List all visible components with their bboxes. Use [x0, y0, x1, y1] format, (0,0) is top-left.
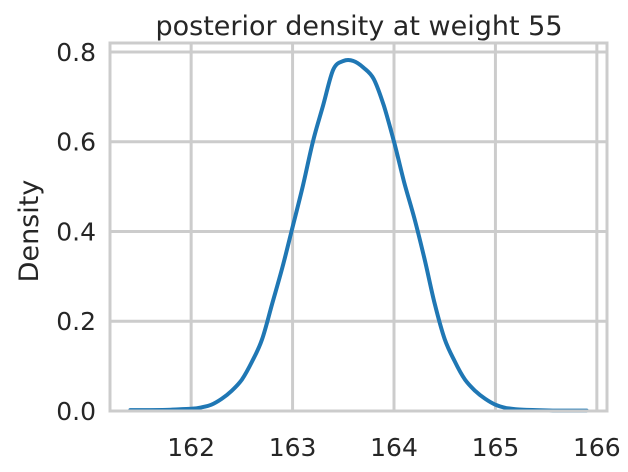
x-tick-label: 162: [167, 433, 215, 462]
x-tick-label: 164: [370, 433, 418, 462]
y-axis-label: Density: [14, 180, 45, 283]
plot-area: [110, 43, 607, 411]
y-tick-label: 0.4: [56, 217, 96, 246]
x-tick-label: 163: [269, 433, 317, 462]
y-tick-label: 0.6: [56, 128, 96, 157]
y-tick-label: 0.8: [56, 38, 96, 67]
x-tick-label: 166: [573, 433, 621, 462]
y-tick-label: 0.0: [56, 397, 96, 426]
x-tick-label: 165: [472, 433, 520, 462]
chart-title: posterior density at weight 55: [156, 11, 563, 42]
density-curve: [128, 57, 589, 413]
plot-frame: [108, 41, 609, 413]
tick-labels: 162 163 164 165 166 0.0 0.2 0.4 0.6 0.8: [56, 38, 620, 462]
y-tick-label: 0.2: [56, 307, 96, 336]
